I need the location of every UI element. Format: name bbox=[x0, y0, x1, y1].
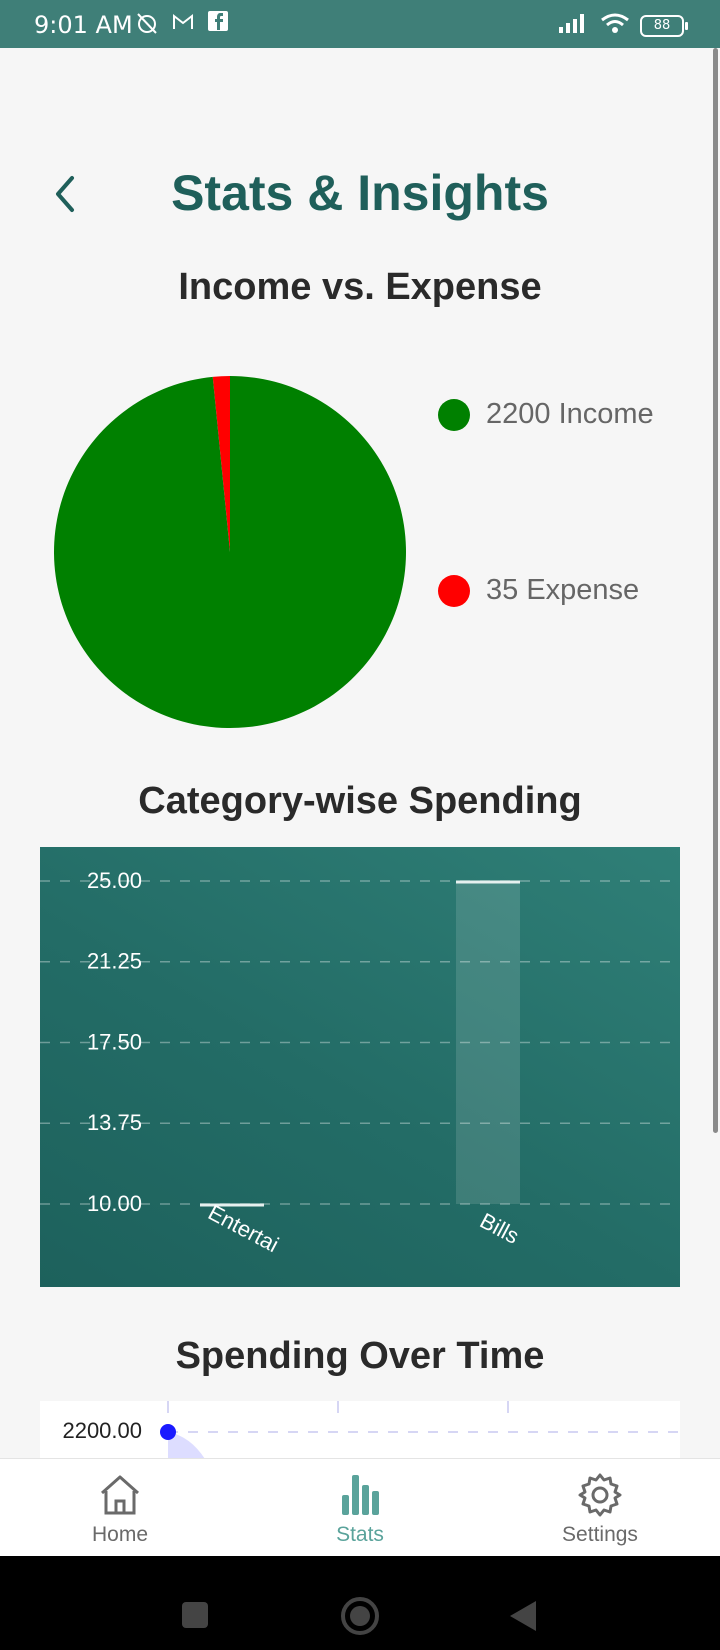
legend-income: 2200 Income bbox=[438, 398, 654, 431]
legend-expense-dot bbox=[438, 574, 470, 607]
gear-icon bbox=[578, 1473, 622, 1517]
legend-income-label: 2200 Income bbox=[486, 398, 654, 430]
back-button[interactable] bbox=[48, 170, 80, 218]
system-navigation-bar bbox=[0, 1556, 720, 1650]
y-tick-label: 13.75 bbox=[87, 1110, 142, 1135]
chevron-left-icon bbox=[56, 176, 74, 212]
bar-chart-icon bbox=[342, 1475, 379, 1515]
category-spending-title: Category-wise Spending bbox=[138, 780, 582, 822]
square-icon bbox=[182, 1602, 208, 1628]
legend-expense-label: 35 Expense bbox=[486, 574, 640, 606]
scrollbar[interactable] bbox=[713, 48, 718, 1133]
income-expense-title: Income vs. Expense bbox=[178, 266, 542, 308]
status-bar: 9:01 AM 88 bbox=[0, 0, 720, 48]
home-icon bbox=[101, 1475, 139, 1515]
y-tick-label: 10.00 bbox=[87, 1191, 142, 1216]
income-expense-pie bbox=[53, 376, 406, 728]
pie-slice-expense bbox=[212, 376, 230, 552]
x-tick-label: Bills bbox=[476, 1208, 523, 1249]
y-tick-label: 25.00 bbox=[87, 868, 142, 893]
battery-icon: 88 bbox=[640, 14, 688, 37]
recents-button[interactable] bbox=[182, 1602, 208, 1628]
spending-line-chart: 2200.00 bbox=[40, 1401, 680, 1459]
signal-icon bbox=[558, 12, 590, 39]
home-system-button[interactable] bbox=[340, 1596, 380, 1641]
circle-icon bbox=[341, 1597, 379, 1635]
gmail-icon bbox=[171, 10, 195, 39]
data-point bbox=[160, 1424, 176, 1440]
category-bar-chart: 25.00 21.25 17.50 13.75 10.00 Entertai Bills bbox=[40, 847, 680, 1287]
legend-expense: 35 Expense bbox=[438, 574, 639, 607]
x-tick-label: Entertai bbox=[204, 1200, 283, 1258]
nav-settings[interactable]: Settings bbox=[510, 1459, 690, 1557]
page-title: Stats & Insights bbox=[171, 165, 549, 221]
y-tick-label: 21.25 bbox=[87, 949, 142, 974]
nav-home[interactable]: Home bbox=[30, 1459, 210, 1557]
pie-slice-income bbox=[53, 376, 406, 728]
back-system-button[interactable] bbox=[508, 1599, 538, 1638]
nav-settings-label: Settings bbox=[562, 1523, 638, 1546]
facebook-icon bbox=[207, 10, 229, 37]
nav-home-label: Home bbox=[91, 1523, 149, 1546]
alarm-off-icon bbox=[134, 10, 160, 41]
bar-bills bbox=[456, 881, 520, 1204]
nav-stats[interactable]: Stats bbox=[270, 1459, 450, 1557]
legend-income-dot bbox=[438, 398, 470, 431]
y-tick-label: 2200.00 bbox=[62, 1418, 142, 1443]
spending-time-title: Spending Over Time bbox=[175, 1335, 545, 1377]
bottom-navigation: Home Stats Settings bbox=[0, 1458, 720, 1557]
line-area bbox=[168, 1432, 205, 1459]
nav-stats-label: Stats bbox=[336, 1523, 384, 1546]
status-time: 9:01 AM bbox=[34, 11, 133, 39]
wifi-icon bbox=[600, 12, 630, 39]
triangle-back-icon bbox=[510, 1601, 536, 1631]
y-tick-label: 17.50 bbox=[87, 1029, 142, 1054]
